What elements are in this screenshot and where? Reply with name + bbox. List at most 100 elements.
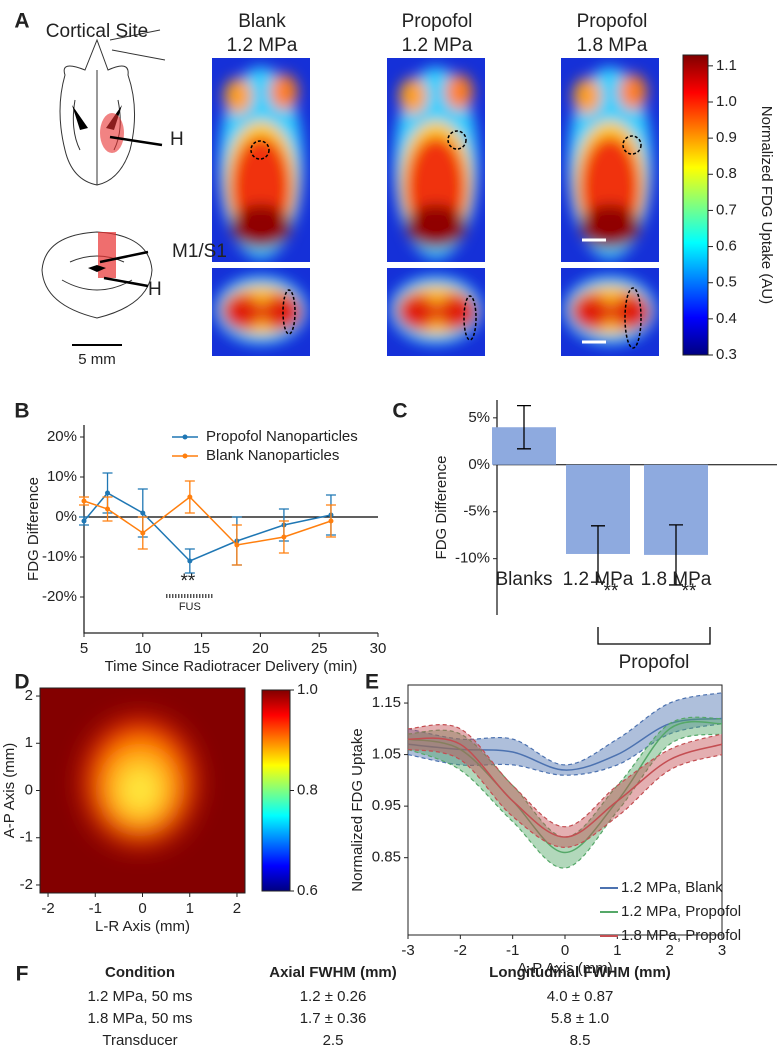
colorbar-tick-label: 1.1	[716, 57, 737, 74]
error-bar	[669, 524, 683, 586]
y-axis-label: FDG Difference	[433, 456, 450, 560]
table-cell: 5.8 ± 1.0	[551, 1010, 609, 1027]
plot-frame	[407, 684, 723, 936]
panel-label: F	[16, 963, 29, 986]
point	[328, 518, 334, 524]
mean-line	[407, 737, 723, 838]
x-tick-label: 30	[370, 640, 387, 657]
table-cell: 1.2 MPa, 50 ms	[87, 988, 192, 1005]
table-cell: 4.0 ± 0.87	[547, 988, 614, 1005]
band	[408, 692, 722, 776]
point	[81, 498, 87, 504]
pet-top-propofol-18	[561, 58, 659, 262]
legend-label: Blank Nanoparticles	[206, 447, 339, 464]
table-cell: 2.5	[323, 1032, 344, 1049]
panel-label: C	[392, 400, 407, 423]
legend-label: 1.2 MPa, Propofol	[621, 903, 741, 920]
table-cell: 1.2 ± 0.26	[300, 988, 367, 1005]
error-bar	[591, 525, 605, 583]
x-tick-label: 2	[233, 900, 241, 917]
point	[105, 506, 111, 512]
category-label: 1.8 MPa	[641, 569, 712, 590]
x-axis-label: Time Since Radiotracer Delivery (min)	[105, 658, 358, 675]
region-label: H	[170, 129, 184, 150]
panel-label: D	[14, 671, 29, 694]
panel-a-images	[212, 54, 709, 356]
fus-label: FUS	[179, 601, 201, 613]
x-tick-label: 0	[561, 942, 569, 959]
point	[187, 558, 193, 564]
pet-bottom-propofol-12	[387, 268, 485, 356]
column-subtitle: 1.8 MPa	[577, 35, 648, 56]
panel-label: A	[14, 10, 29, 33]
colorbar-tick-label: 0.3	[716, 346, 737, 363]
legend-marker	[182, 453, 188, 459]
axis	[83, 425, 378, 634]
point	[81, 518, 87, 524]
x-tick-label: -2	[454, 942, 467, 959]
x-tick-label: 1	[613, 942, 621, 959]
band	[408, 717, 722, 869]
y-tick-label: 0%	[55, 508, 77, 525]
table-header: Longitudinal FWHM (mm)	[489, 964, 671, 981]
x-tick-label: -3	[401, 942, 414, 959]
x-tick-label: -2	[41, 900, 54, 917]
colorbar-tick-label: 0.6	[716, 238, 737, 255]
series-line	[83, 492, 332, 562]
x-tick-label: 1	[186, 900, 194, 917]
table-header: Axial FWHM (mm)	[269, 964, 397, 981]
band-lower	[407, 723, 723, 776]
band-lower	[407, 748, 723, 848]
y-tick-label: 1.05	[372, 746, 401, 763]
point	[187, 494, 193, 500]
point	[140, 530, 146, 536]
colorbar-tick-label: 0.4	[716, 310, 737, 327]
y-tick-label: -10%	[42, 548, 77, 565]
panel-label: E	[365, 671, 379, 694]
heatmap-focus	[85, 720, 195, 844]
table-cell: 1.8 MPa, 50 ms	[87, 1010, 192, 1027]
y-tick-label: 2	[25, 687, 33, 704]
category-label: 1.2 MPa	[563, 569, 634, 590]
category-label: Blanks	[495, 569, 552, 590]
y-tick-label: -5%	[463, 503, 490, 520]
y-axis-label: FDG Difference	[25, 477, 42, 581]
y-tick-label: 0.95	[372, 797, 401, 814]
x-tick-label: 15	[193, 640, 210, 657]
x-axis-label: A-P Axis (mm)	[517, 960, 613, 977]
y-tick-label: 1	[25, 734, 33, 751]
x-tick-label: 2	[665, 942, 673, 959]
band-lower	[407, 733, 723, 869]
legend-marker	[182, 434, 188, 440]
panel-label: B	[14, 400, 29, 423]
colorbar-tick-label: 0.6	[297, 882, 318, 899]
column-title: Propofol	[577, 11, 648, 32]
scale-bar-label: 5 mm	[78, 351, 116, 368]
x-tick-label: -1	[506, 942, 519, 959]
table-cell: 1.7 ± 0.36	[300, 1010, 367, 1027]
column-subtitle: 1.2 MPa	[227, 35, 298, 56]
legend-label: Propofol Nanoparticles	[206, 428, 358, 445]
colorbar	[682, 54, 709, 356]
legend-label: 1.8 MPa, Propofol	[621, 927, 741, 944]
x-tick-label: 25	[311, 640, 328, 657]
y-tick-label: -10%	[455, 550, 490, 567]
panel-a-sketch	[41, 29, 166, 346]
y-tick-label: 5%	[468, 409, 490, 426]
table-header: Condition	[105, 964, 175, 981]
mean-line	[407, 720, 723, 854]
significance: **	[604, 581, 619, 602]
y-tick-label: 10%	[47, 468, 77, 485]
site-title: Cortical Site	[46, 21, 148, 42]
pet-bottom-propofol-18	[561, 268, 659, 356]
heatmap-frame	[39, 687, 246, 894]
region-label: H	[148, 279, 162, 300]
colorbar-tick-label: 0.8	[297, 781, 318, 798]
band-upper	[407, 716, 723, 838]
y-tick-label: -1	[20, 829, 33, 846]
heatmap-colorbar	[261, 689, 291, 892]
column-subtitle: 1.2 MPa	[402, 35, 473, 56]
colorbar-tick-label: 0.5	[716, 274, 737, 291]
group-bracket	[597, 627, 711, 645]
